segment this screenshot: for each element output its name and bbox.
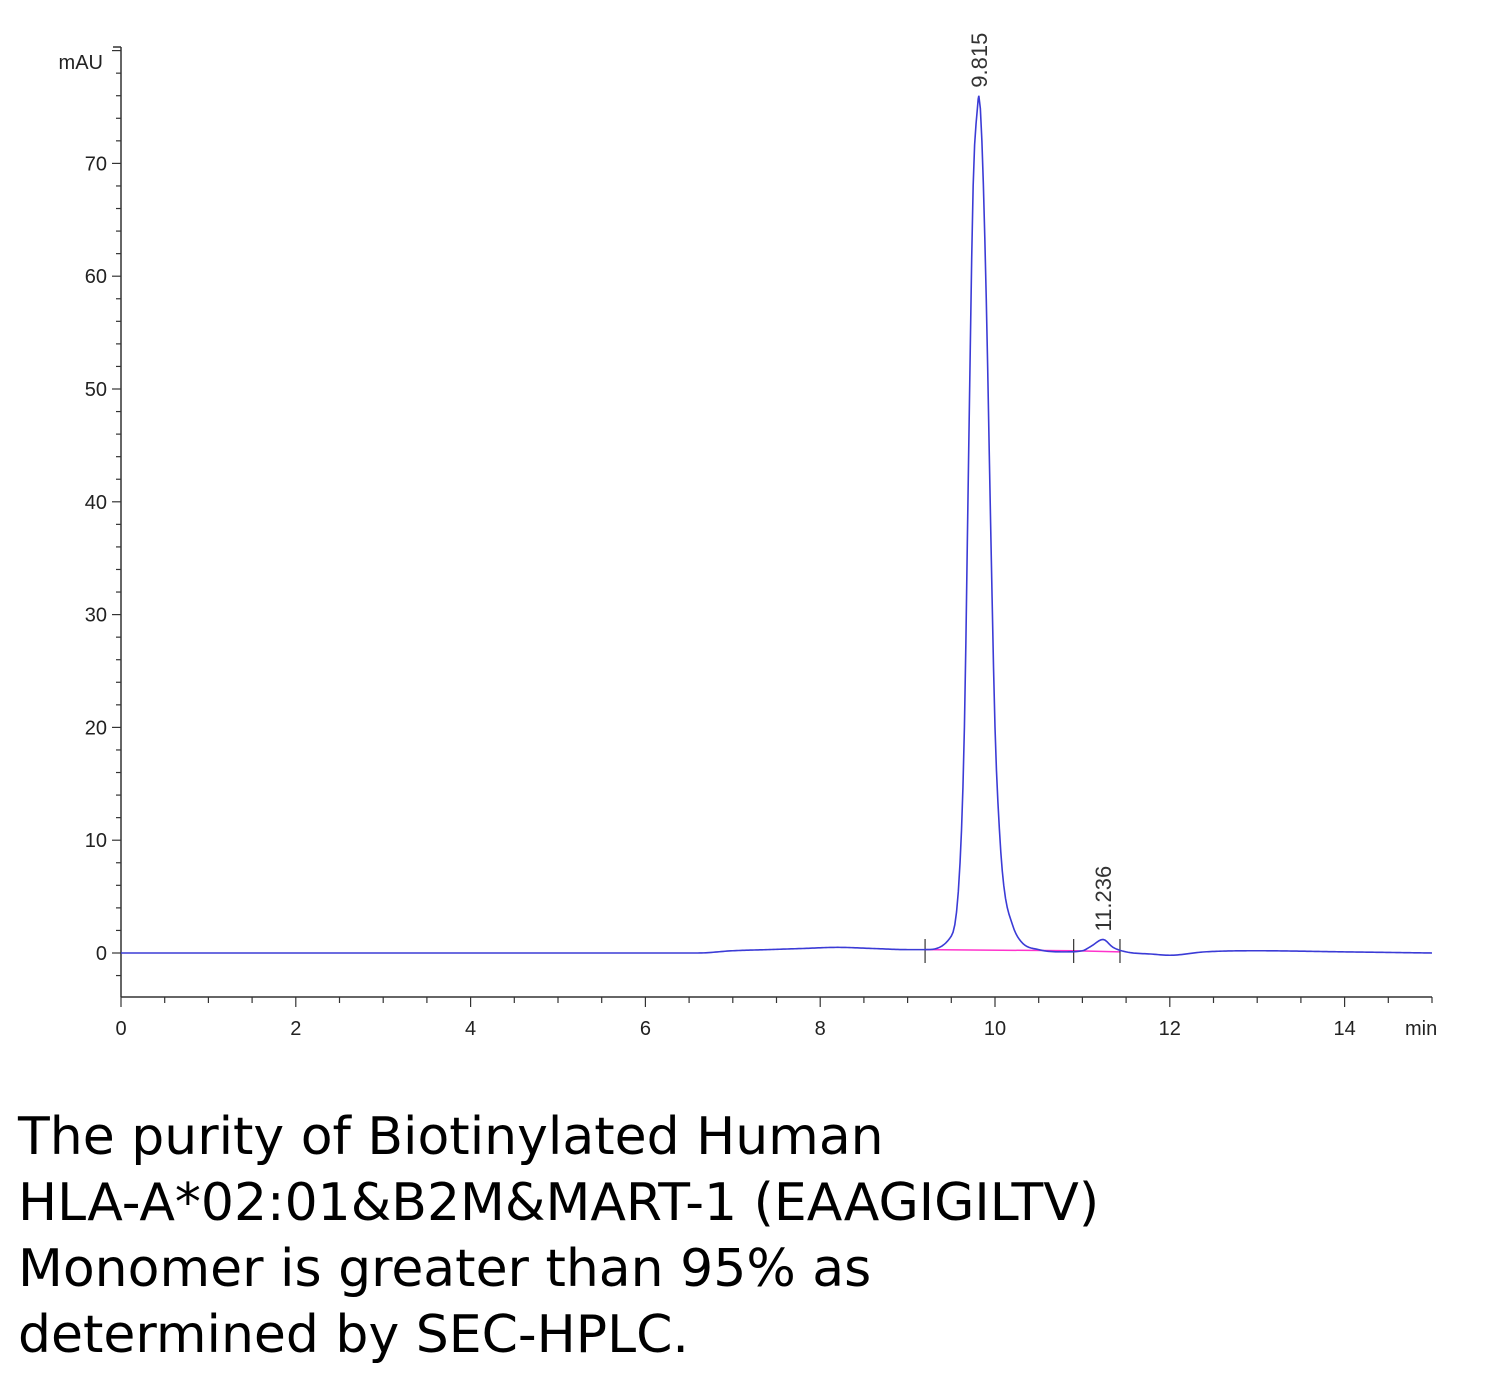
peak-label-9-815: 9.815 (967, 33, 992, 88)
peak-label-11-236: 11.236 (1091, 866, 1116, 932)
y-tick-label: 50 (85, 379, 107, 401)
caption-line-3: Monomer is greater than 95% as (18, 1239, 872, 1299)
x-tick-label: 8 (815, 1018, 826, 1040)
caption-line-1: The purity of Biotinylated Human (18, 1107, 884, 1167)
y-tick-label: 30 (85, 605, 107, 627)
x-axis-unit-label: min (1405, 1018, 1437, 1040)
y-tick-label: 40 (85, 492, 107, 514)
y-tick-label: 20 (85, 717, 107, 739)
chromatogram-chart: mAU min 0 10 20 30 40 50 60 70 0 2 4 6 8 10 12 14 9.815… (59, 33, 1438, 1040)
x-tick-label: 14 (1333, 1018, 1355, 1040)
axes-group: 0 10 20 30 40 50 60 70 0 2 4 6 8 10 12 14 (85, 46, 1433, 1040)
chromatogram-trace (121, 95, 1433, 957)
x-tick-label: 4 (465, 1018, 476, 1040)
x-tick-label: 12 (1159, 1018, 1181, 1040)
y-tick-label: 70 (85, 153, 107, 175)
y-tick-label: 60 (85, 266, 107, 288)
x-tick-label: 2 (290, 1018, 301, 1040)
integration-baseline (925, 948, 1121, 953)
x-tick-label: 0 (115, 1018, 126, 1040)
x-tick-label: 10 (984, 1018, 1006, 1040)
caption-line-4: determined by SEC-HPLC. (18, 1305, 689, 1365)
y-axis-unit-label: mAU (59, 52, 103, 74)
x-tick-label: 6 (640, 1018, 651, 1040)
trace-group (121, 95, 1433, 957)
y-tick-label: 10 (85, 830, 107, 852)
caption-line-2: HLA-A*02:01&B2M&MART-1 (EAAGIGILTV) (18, 1173, 1100, 1233)
peak-label-group: 9.815 11.236 (967, 33, 1116, 932)
y-tick-label: 0 (96, 943, 107, 965)
caption: The purity of Biotinylated Human HLA-A*0… (18, 1104, 1488, 1368)
